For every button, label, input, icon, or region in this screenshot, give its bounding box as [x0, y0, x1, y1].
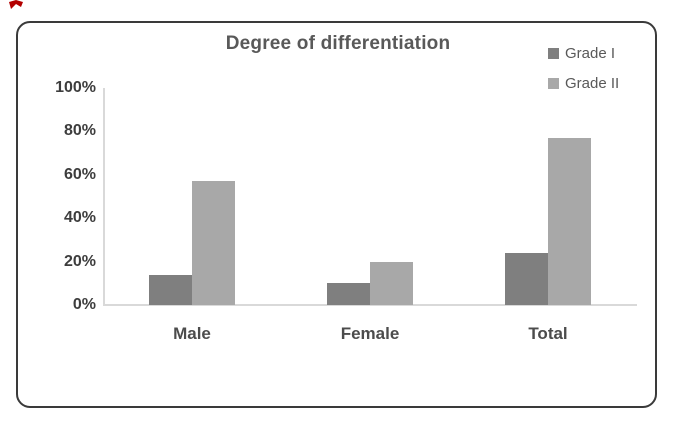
- y-tick-label-0: 0%: [72, 296, 96, 313]
- x-label-male: Male: [173, 324, 211, 343]
- y-tick-label-80: 80%: [63, 122, 96, 140]
- legend-item-grade-ii: Grade II: [548, 73, 619, 93]
- y-tick-label-100: 100%: [55, 79, 96, 96]
- bar-grade-ii-female: [370, 262, 413, 305]
- bar-grade-i-total: [505, 253, 548, 305]
- bar-grade-i-male: [149, 275, 192, 305]
- bar-grade-ii-male: [192, 181, 235, 305]
- legend-item-grade-i: Grade I: [548, 43, 615, 63]
- y-tick-label-40: 40%: [63, 209, 96, 227]
- y-axis-line: [103, 88, 105, 306]
- bar-grade-ii-total: [548, 138, 591, 305]
- chart-title: Degree of differentiation: [225, 33, 451, 54]
- x-label-total: Total: [528, 324, 568, 343]
- legend-marker-grade-i-icon: [548, 47, 559, 59]
- legend-label-grade-ii: Grade II: [565, 74, 620, 92]
- x-axis-line: [103, 304, 637, 306]
- x-label-female: Female: [340, 324, 400, 343]
- y-tick-label-60: 60%: [63, 165, 96, 183]
- legend-marker-grade-ii-icon: [548, 77, 559, 89]
- bar-grade-i-female: [327, 283, 370, 305]
- y-tick-label-20: 20%: [63, 252, 96, 270]
- legend-label-grade-i: Grade I: [565, 44, 616, 62]
- red-artifact-mark: [9, 0, 23, 9]
